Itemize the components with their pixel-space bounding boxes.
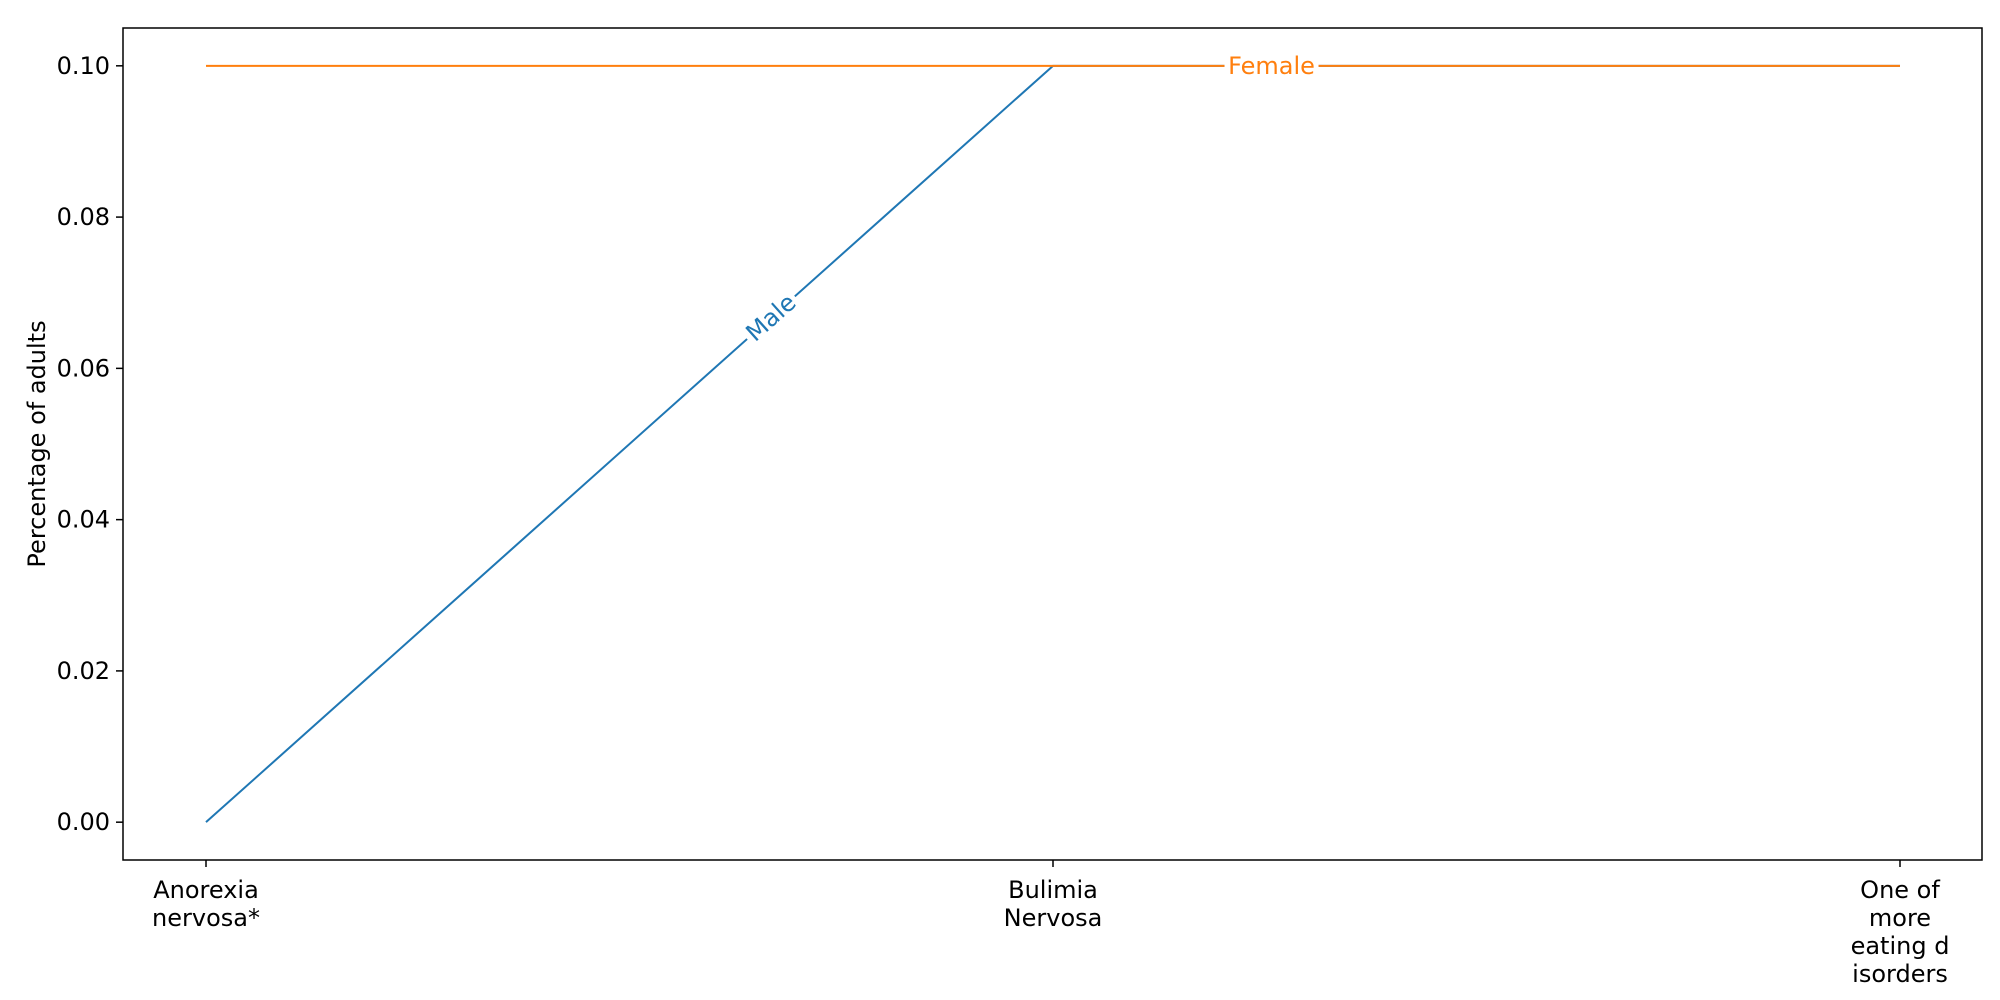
- series-label-background: [739, 287, 803, 348]
- series-lines: [205, 64, 1901, 823]
- series-label-group: Female: [1224, 52, 1319, 80]
- y-tick-label: 0.04: [57, 506, 110, 534]
- y-axis-title: Percentage of adults: [23, 320, 51, 567]
- x-tick-label: Anorexia nervosa*: [152, 876, 260, 932]
- series-line-male: [205, 64, 1900, 823]
- y-tick-label: 0.02: [57, 657, 110, 685]
- series-label-female: Female: [1228, 52, 1315, 80]
- x-axis: Anorexia nervosa* Bulimia Nervosa One of more…: [152, 860, 1949, 988]
- y-tick-label: 0.06: [57, 354, 110, 382]
- y-tick-label: 0.08: [57, 203, 110, 231]
- y-axis: 0.00 0.02 0.04 0.06 0.08 0.10: [57, 52, 123, 836]
- series-labels: Male Female: [739, 52, 1319, 348]
- y-tick-label: 0.10: [57, 52, 110, 80]
- y-tick-label: 0.00: [57, 808, 110, 836]
- series-label-group: Male: [739, 287, 803, 348]
- x-tick-label: Bulimia Nervosa: [1004, 876, 1103, 932]
- series-label-background: [1224, 53, 1319, 78]
- plot-frame: [122, 27, 1983, 861]
- x-tick-label: One of more eating d isorders: [1851, 876, 1950, 988]
